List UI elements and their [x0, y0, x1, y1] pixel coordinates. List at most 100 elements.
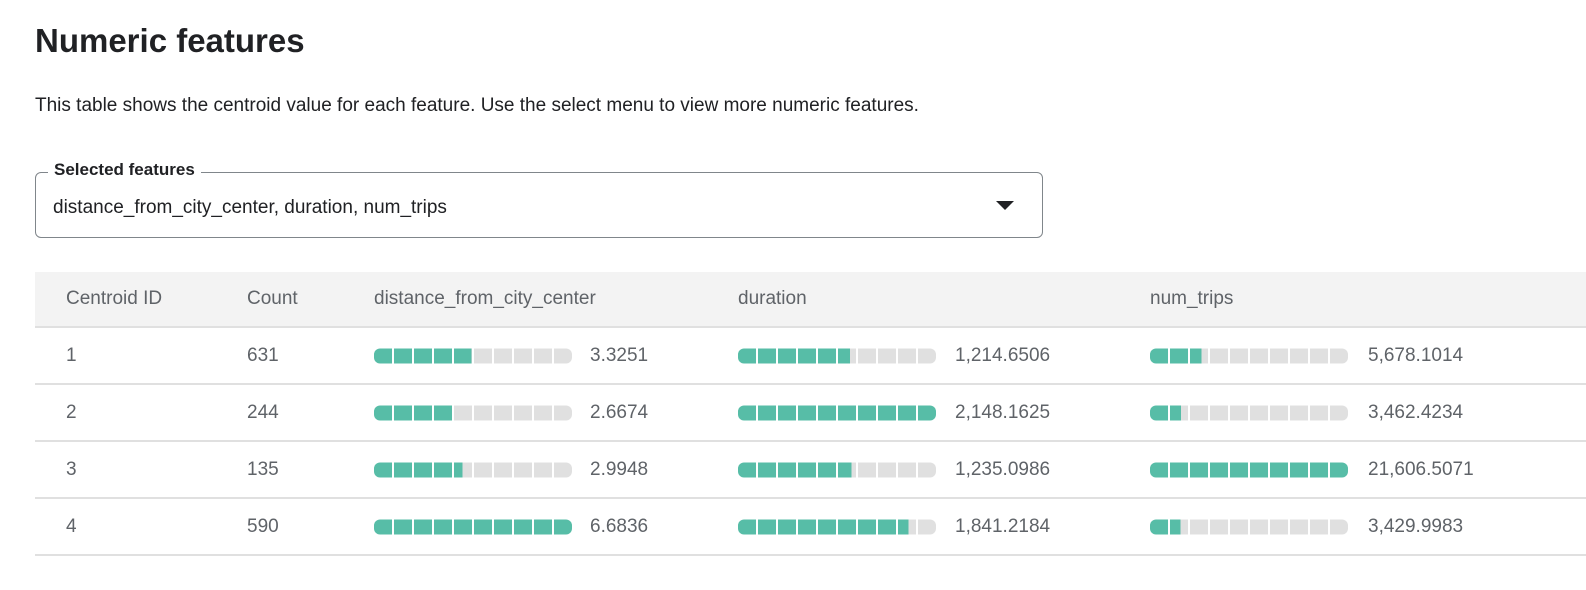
header-centroid-id: Centroid ID [66, 288, 163, 309]
bar-segment [758, 405, 776, 420]
bar-segment [1230, 462, 1248, 477]
bar-segment [1150, 462, 1168, 477]
bar-segment [838, 462, 856, 477]
bar-segment [1250, 519, 1268, 534]
feature-value: 1,235.0986 [955, 458, 1051, 480]
bar-segment [918, 519, 936, 534]
bar-segment [838, 519, 856, 534]
bar-segment [778, 405, 796, 420]
page-title: Numeric features [35, 22, 305, 59]
value-bar [1150, 405, 1348, 420]
header-duration: duration [738, 288, 807, 309]
bar-segment [394, 462, 412, 477]
bar-segment [454, 348, 472, 363]
bar-segment [738, 519, 756, 534]
bar-segment [1330, 462, 1348, 477]
centroid-table: Centroid ID Count distance_from_city_cen… [35, 272, 1586, 556]
feature-value: 2.6674 [590, 401, 649, 423]
value-bar [374, 348, 572, 363]
bar-segment [738, 348, 756, 363]
bar-segment [534, 462, 552, 477]
feature-value: 2.9948 [590, 458, 649, 480]
bar-segment [374, 519, 392, 534]
bar-segment [1310, 348, 1328, 363]
bar-segment [434, 348, 452, 363]
bar-segment [818, 519, 836, 534]
feature-value: 2,148.1625 [955, 401, 1051, 423]
count: 244 [247, 401, 279, 423]
bar-segment [918, 348, 936, 363]
bar-segment [918, 405, 936, 420]
bar-segment [918, 462, 936, 477]
bar-segment [1150, 519, 1168, 534]
bar-segment [758, 462, 776, 477]
bar-segment [738, 405, 756, 420]
bar-segment [878, 405, 896, 420]
bar-segment [858, 519, 876, 534]
caret-down-icon[interactable] [996, 201, 1014, 210]
feature-value: 3,462.4234 [1368, 401, 1464, 423]
value-bar [374, 462, 572, 477]
header-distance: distance_from_city_center [374, 288, 596, 309]
centroid-id: 3 [66, 458, 77, 480]
bar-segment [1210, 405, 1228, 420]
value-bar [1150, 462, 1348, 477]
bar-segment [474, 462, 492, 477]
bar-segment [394, 348, 412, 363]
value-bar [738, 519, 936, 534]
bar-segment [554, 405, 572, 420]
header-num-trips: num_trips [1150, 288, 1234, 309]
bar-segment [1230, 519, 1248, 534]
bar-segment [798, 462, 816, 477]
bar-segment [758, 348, 776, 363]
bar-segment [1170, 519, 1188, 534]
bar-segment [1270, 348, 1288, 363]
bar-segment [1190, 462, 1208, 477]
bar-segment [534, 519, 552, 534]
bar-segment [474, 405, 492, 420]
bar-segment [514, 405, 532, 420]
bar-segment [554, 462, 572, 477]
bar-segment [1330, 348, 1348, 363]
page-description: This table shows the centroid value for … [35, 95, 919, 116]
table-row: 2 244 2.6674 2,148.1625 3,462.4234 [35, 385, 1586, 442]
bar-segment [474, 519, 492, 534]
bar-segment [554, 348, 572, 363]
count: 135 [247, 458, 279, 480]
bar-segment [1330, 405, 1348, 420]
bar-segment [514, 519, 532, 534]
table-row: 4 590 6.6836 1,841.2184 3,429.9983 [35, 499, 1586, 556]
bar-segment [1210, 519, 1228, 534]
centroid-id: 4 [66, 515, 77, 537]
bar-segment [1290, 348, 1308, 363]
header-count: Count [247, 288, 298, 309]
bar-segment [818, 348, 836, 363]
feature-value: 6.6836 [590, 515, 649, 537]
bar-segment [1270, 519, 1288, 534]
bar-segment [534, 348, 552, 363]
select-value: distance_from_city_center, duration, num… [53, 197, 447, 218]
bar-segment [1150, 348, 1168, 363]
bar-segment [878, 519, 896, 534]
value-bar [1150, 348, 1348, 363]
bar-segment [1170, 348, 1188, 363]
bar-segment [414, 348, 432, 363]
bar-segment [798, 348, 816, 363]
bar-segment [858, 348, 876, 363]
count: 631 [247, 344, 279, 366]
bar-segment [434, 405, 452, 420]
bar-segment [1310, 519, 1328, 534]
value-bar [738, 348, 936, 363]
selected-features-select[interactable]: Selected features distance_from_city_cen… [35, 160, 1043, 238]
bar-segment [1270, 405, 1288, 420]
bar-segment [1250, 462, 1268, 477]
bar-segment [1250, 405, 1268, 420]
bar-segment [414, 462, 432, 477]
bar-segment [1210, 462, 1228, 477]
bar-segment [778, 519, 796, 534]
bar-segment [898, 348, 916, 363]
feature-value: 21,606.5071 [1368, 458, 1474, 480]
bar-segment [898, 519, 916, 534]
bar-segment [474, 348, 492, 363]
value-bar [374, 519, 572, 534]
